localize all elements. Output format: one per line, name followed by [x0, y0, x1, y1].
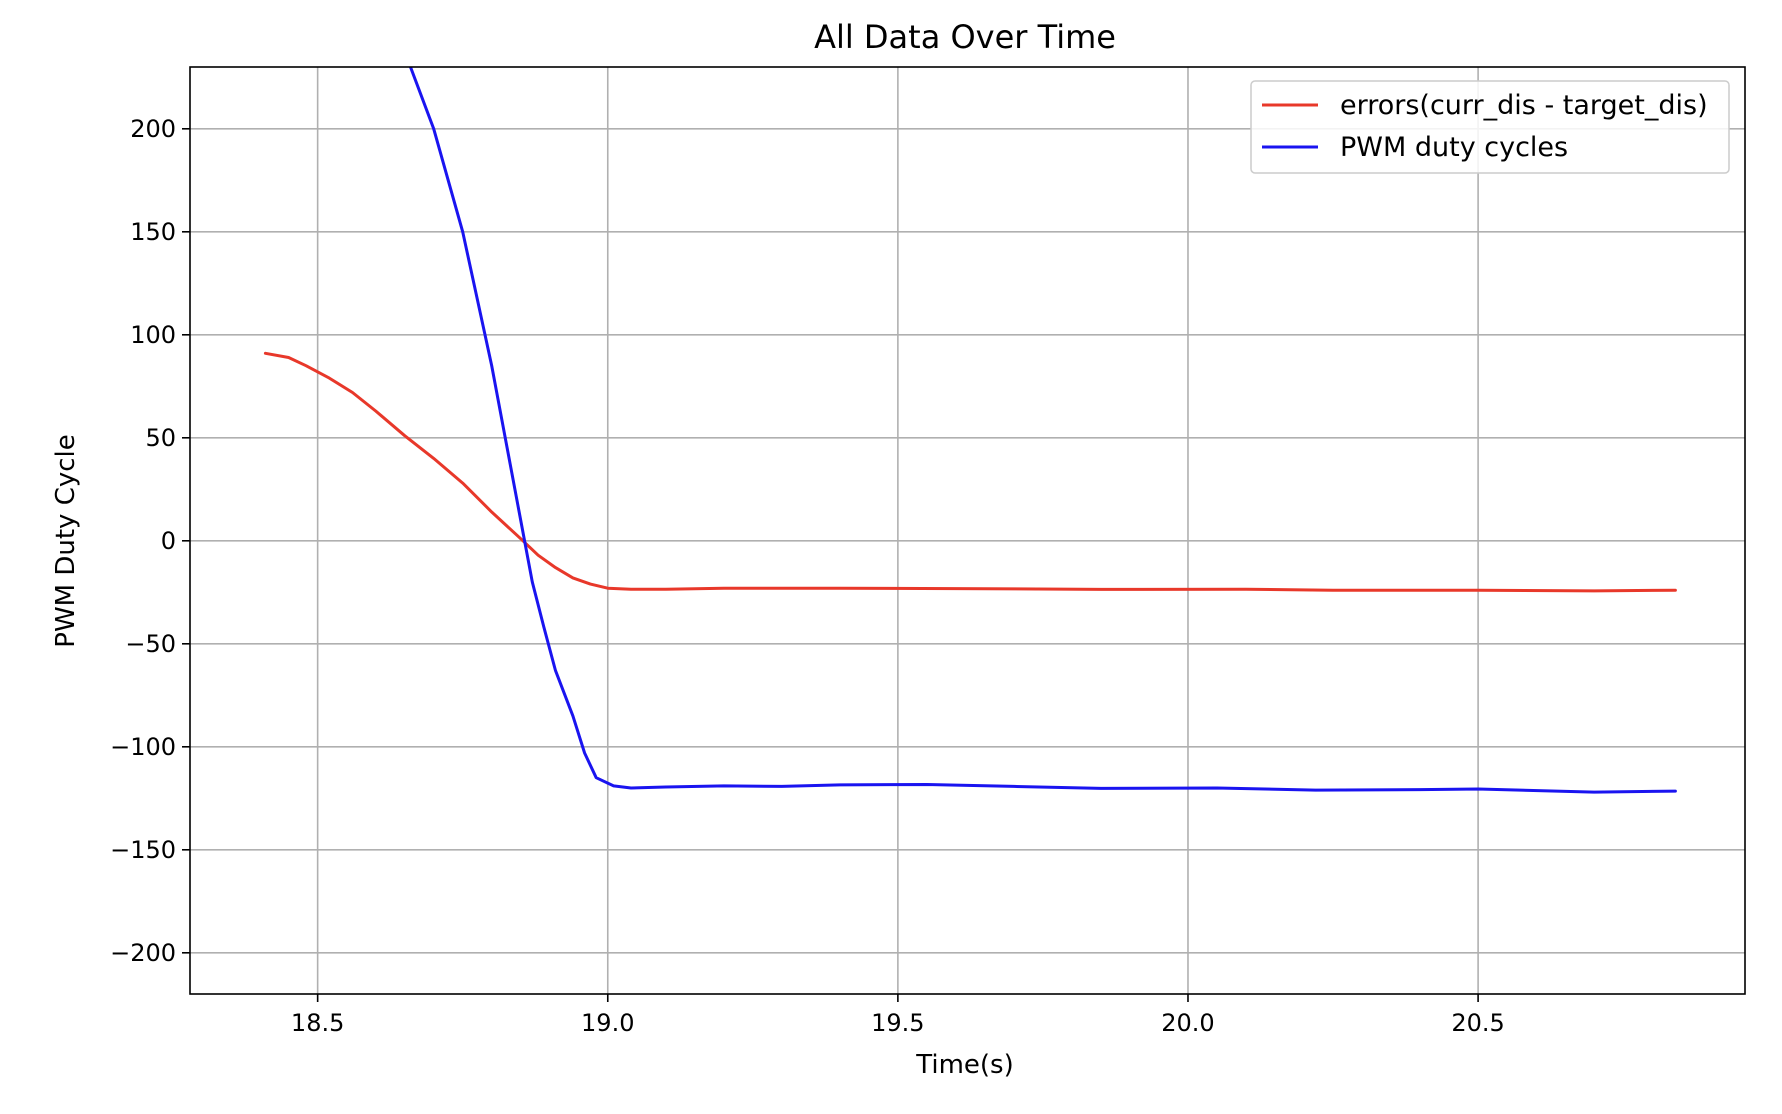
y-tick-label: −150 [110, 836, 176, 864]
x-axis-label: Time(s) [915, 1050, 1013, 1080]
x-tick-label: 18.5 [291, 1009, 344, 1037]
x-tick-label: 20.0 [1161, 1009, 1214, 1037]
y-axis-label: PWM Duty Cycle [51, 434, 81, 647]
plot-frame [189, 66, 1746, 995]
y-tick-label: −50 [125, 630, 176, 658]
x-tick-label: 20.5 [1451, 1009, 1504, 1037]
legend-box [1250, 80, 1730, 174]
series-line-pwm [409, 67, 1677, 794]
y-tick-label: 100 [130, 321, 176, 349]
y-tick-label: −100 [110, 733, 176, 761]
x-tick-label: 19.5 [871, 1009, 924, 1037]
grid [190, 67, 1745, 994]
y-tick-label: −200 [110, 939, 176, 967]
y-tick-label: 150 [130, 218, 176, 246]
chart-title: All Data Over Time [814, 18, 1116, 56]
legend-label-errors: errors(curr_dis - target_dis) [1340, 90, 1708, 121]
y-tick-label: 200 [130, 115, 176, 143]
x-tick-label: 19.0 [581, 1009, 634, 1037]
series-line-errors [263, 351, 1677, 593]
legend: errors(curr_dis - target_dis) PWM duty c… [1250, 80, 1730, 174]
ticks: 18.5 19.0 19.5 20.0 20.5 −200 −150 −100 −50 0 50 10… [110, 115, 1505, 1037]
legend-label-pwm: PWM duty cycles [1340, 132, 1568, 163]
y-tick-label: 50 [145, 424, 176, 452]
y-tick-label: 0 [161, 527, 176, 555]
series-lines [263, 67, 1677, 794]
